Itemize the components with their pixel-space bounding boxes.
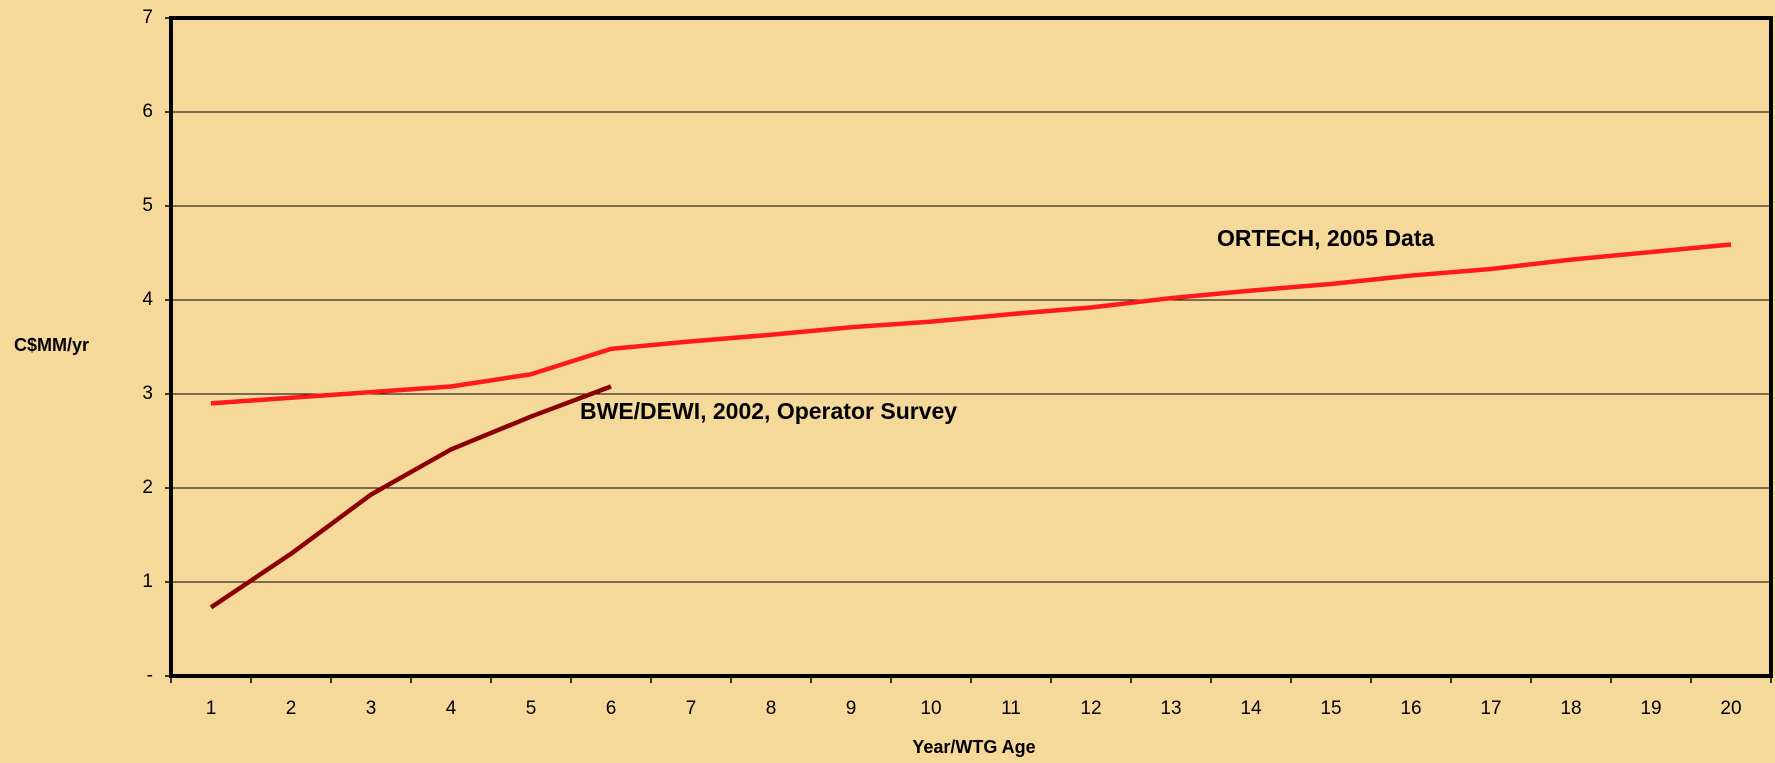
x-tick-label: 5 [526,698,537,719]
x-tick-label: 7 [686,698,697,719]
x-tick-label: 14 [1240,698,1262,719]
y-tick-label: - [147,665,153,686]
y-tick-label: 7 [142,7,153,28]
x-tick-label: 11 [1001,698,1021,719]
y-axis-title: C$MM/yr [14,335,89,355]
x-tick-label: 9 [846,698,857,719]
x-tick-label: 6 [606,698,617,719]
y-tick-label: 6 [142,101,153,122]
series-label: BWE/DEWI, 2002, Operator Survey [580,398,957,424]
series-label: ORTECH, 2005 Data [1217,225,1435,251]
plot-frame [169,16,1773,678]
line-series [209,384,612,610]
x-tick-label: 4 [446,698,457,719]
y-tick-label: 3 [142,383,153,404]
x-tick-label: 16 [1400,698,1421,719]
x-tick-label: 3 [366,698,377,719]
x-tick-label: 12 [1080,698,1101,719]
y-tick-label: 4 [142,289,153,310]
x-tick-label: 19 [1640,698,1661,719]
y-tick-label: 5 [142,195,153,216]
x-tick-label: 13 [1160,698,1181,719]
x-tick-label: 15 [1320,698,1341,719]
x-tick-label: 2 [286,698,297,719]
line-series [210,242,1732,406]
x-tick-label: 17 [1480,698,1501,719]
x-axis-title: Year/WTG Age [912,737,1035,757]
x-tick-label: 20 [1720,698,1741,719]
y-tick-label: 1 [142,571,153,592]
x-tick-label: 18 [1560,698,1581,719]
x-tick-label: 10 [920,698,941,719]
y-tick-label: 2 [142,477,153,498]
x-tick-label: 1 [206,698,217,719]
x-tick-label: 8 [766,698,777,719]
